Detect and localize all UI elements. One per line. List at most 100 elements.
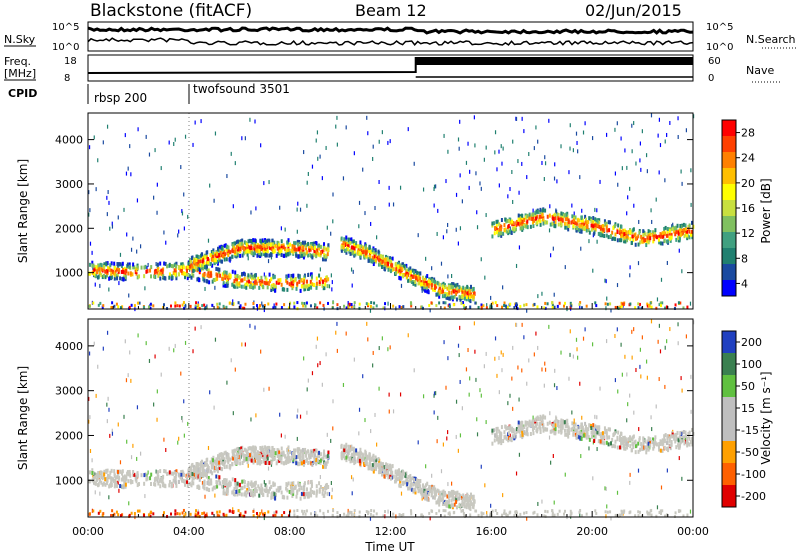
power-cell xyxy=(542,218,545,223)
power-cell xyxy=(469,305,472,309)
velocity-cell xyxy=(420,490,423,495)
power-cell xyxy=(553,224,556,229)
power-cell xyxy=(309,244,312,249)
velocity-speck xyxy=(484,483,486,488)
velocity-cell xyxy=(291,485,294,490)
power-cell xyxy=(519,304,522,308)
power-cell xyxy=(234,270,237,275)
power-cell xyxy=(242,247,245,252)
power-cell xyxy=(581,224,584,229)
power-cell xyxy=(119,262,122,267)
velocity-cell xyxy=(309,451,312,456)
power-cell xyxy=(378,258,381,263)
power-cell xyxy=(464,286,467,291)
power-speck xyxy=(93,135,95,140)
power-cell xyxy=(666,229,669,234)
power-cell xyxy=(386,257,389,262)
power-speck xyxy=(512,139,514,144)
power-cell xyxy=(298,240,301,245)
power-cell xyxy=(299,288,302,293)
power-cell xyxy=(564,217,567,222)
velocity-speck xyxy=(102,346,104,351)
velocity-cell xyxy=(100,470,103,475)
power-cell xyxy=(372,262,375,267)
power-speck xyxy=(362,167,364,172)
power-cell xyxy=(298,275,301,280)
power-cell xyxy=(424,283,427,288)
velocity-cell xyxy=(280,460,283,465)
power-cell xyxy=(241,278,244,283)
velocity-cell xyxy=(214,461,217,466)
power-cell xyxy=(226,283,229,288)
power-speck xyxy=(461,199,463,204)
power-cell xyxy=(226,281,229,286)
velocity-speck xyxy=(605,339,608,344)
velocity-cell xyxy=(128,472,131,477)
power-cell xyxy=(358,306,361,310)
power-speck xyxy=(297,201,299,206)
velocity-cell xyxy=(231,462,234,467)
velocity-speck xyxy=(192,349,194,354)
velocity-cell xyxy=(127,472,130,477)
velocity-cell xyxy=(172,478,175,483)
velocity-cell xyxy=(519,433,522,438)
power-cell xyxy=(639,240,642,245)
power-cell xyxy=(233,245,236,250)
power-cell xyxy=(306,284,309,289)
power-cell xyxy=(262,249,265,254)
velocity-cell xyxy=(571,426,574,431)
power-cell xyxy=(584,220,587,225)
power-cell xyxy=(270,242,273,247)
power-cell xyxy=(289,251,292,256)
velocity-speck xyxy=(502,493,504,498)
velocity-cell xyxy=(324,464,327,469)
power-cell xyxy=(309,247,312,252)
power-cell xyxy=(406,269,409,274)
velocity-cell xyxy=(455,505,458,510)
velocity-speck xyxy=(584,327,586,332)
velocity-cell xyxy=(224,481,227,486)
power-cell xyxy=(113,276,116,281)
power-cell xyxy=(460,301,463,305)
velocity-cell xyxy=(341,453,344,458)
velocity-speck xyxy=(378,346,380,351)
power-cell xyxy=(353,253,356,258)
power-cell xyxy=(430,301,433,305)
power-heatmap xyxy=(88,113,695,313)
power-cell xyxy=(300,278,303,283)
power-cell xyxy=(133,265,136,270)
power-cell xyxy=(380,260,383,265)
velocity-speck xyxy=(145,341,147,346)
velocity-speck xyxy=(479,388,481,393)
power-cell xyxy=(227,249,230,254)
velocity-cell xyxy=(257,460,260,465)
power-speck xyxy=(666,132,668,137)
power-speck xyxy=(457,241,459,246)
power-speck xyxy=(507,194,509,199)
velocity-cell xyxy=(218,477,221,482)
velocity-cell xyxy=(325,482,328,487)
power-cell xyxy=(412,281,415,286)
nave-tick-top: 60 xyxy=(708,56,721,67)
power-cell xyxy=(489,304,492,308)
power-cell xyxy=(264,249,267,254)
power-speck xyxy=(330,273,332,278)
power-cell xyxy=(612,236,615,241)
velocity-speck xyxy=(254,325,256,330)
power-cell xyxy=(194,306,197,310)
power-cell xyxy=(161,268,164,273)
power-speck xyxy=(207,238,210,243)
colorbar-swatch xyxy=(722,136,736,153)
power-cell xyxy=(326,246,329,251)
power-speck xyxy=(681,269,683,274)
power-speck xyxy=(153,195,155,200)
velocity-speck xyxy=(144,494,146,499)
power-cell xyxy=(407,267,410,272)
velocity-cell xyxy=(220,453,223,458)
power-cell xyxy=(291,244,294,249)
velocity-cell xyxy=(214,465,217,470)
velocity-cell xyxy=(675,437,678,442)
velocity-cell xyxy=(460,502,463,507)
velocity-cell xyxy=(426,488,429,493)
power-cell xyxy=(662,234,665,239)
